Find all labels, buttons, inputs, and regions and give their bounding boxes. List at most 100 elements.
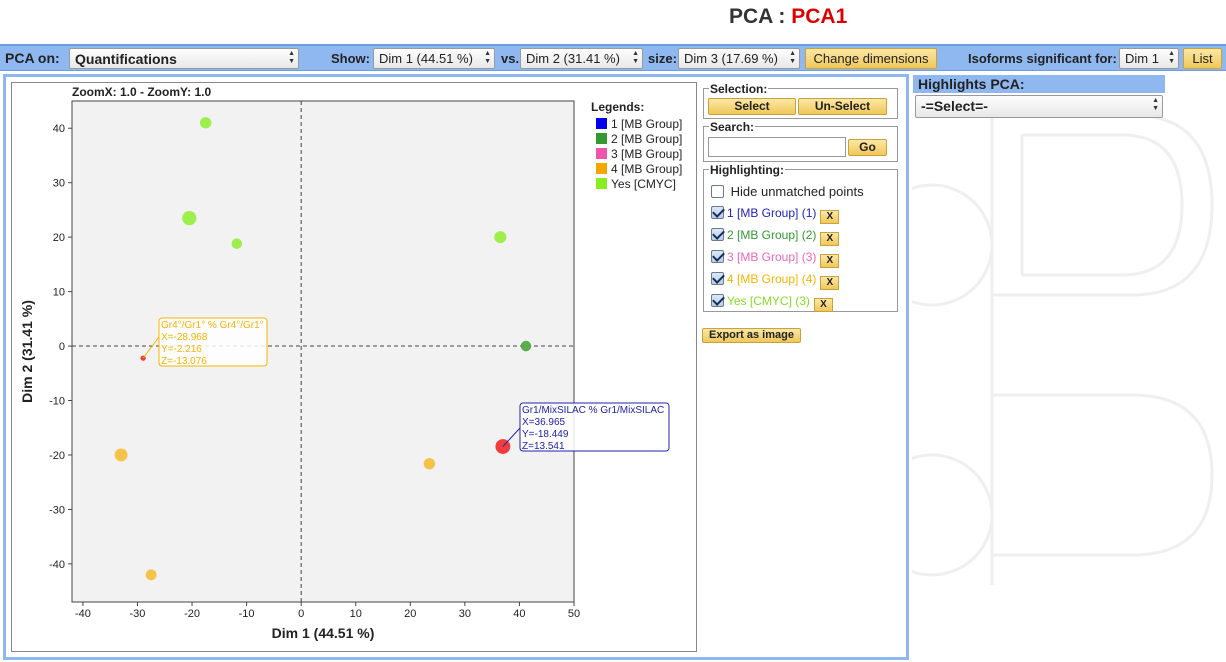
tooltip-leader <box>502 427 521 447</box>
dim-y-value: Dim 2 (31.41 %) <box>526 51 620 66</box>
unselect-button[interactable]: Un-Select <box>798 98 887 115</box>
data-point[interactable] <box>182 210 197 226</box>
selection-label: Selection: <box>709 82 769 96</box>
y-tick-label: -10 <box>49 396 65 408</box>
tooltip-line: Z=13.541 <box>522 441 565 452</box>
list-button[interactable]: List <box>1183 48 1222 69</box>
highlights-select-value: -=Select=- <box>921 98 988 114</box>
x-tick-label: 0 <box>298 608 304 620</box>
highlight-label: 3 [MB Group] (3) <box>727 250 817 264</box>
highlighting-group: Highlighting: <box>703 163 898 312</box>
legend-swatch <box>596 163 607 174</box>
plot-area[interactable] <box>71 100 575 603</box>
watermark-logo <box>912 113 1214 585</box>
remove-highlight-button[interactable]: X <box>820 254 840 268</box>
highlight-checkbox[interactable] <box>711 228 724 241</box>
change-dimensions-button[interactable]: Change dimensions <box>805 48 937 69</box>
page-title-prefix: PCA : <box>729 5 792 28</box>
x-tick-label: 20 <box>404 608 416 620</box>
tooltip-line: Gr4°/Gr1° % Gr4°/Gr1° <box>161 320 264 331</box>
highlight-label: 2 [MB Group] (2) <box>727 228 817 242</box>
highlight-item[interactable]: 4 [MB Group] (4) X <box>711 272 840 290</box>
dim-size-select[interactable]: Dim 3 (17.69 %) ▲ ▼ <box>678 48 800 69</box>
remove-highlight-button[interactable]: X <box>813 298 833 312</box>
legend-item: 2 [MB Group] <box>596 132 682 146</box>
hide-unmatched-label: Hide unmatched points <box>730 184 864 199</box>
data-point[interactable] <box>231 238 243 249</box>
highlight-item[interactable]: 1 [MB Group] (1) X <box>711 206 840 224</box>
isoforms-select[interactable]: Dim 1 ▲ ▼ <box>1119 48 1179 69</box>
data-point[interactable] <box>520 340 532 352</box>
y-tick-label: 40 <box>53 123 65 135</box>
legend-swatch <box>596 178 607 189</box>
pca-on-label: PCA on: <box>5 50 60 66</box>
legend-label: Yes [CMYC] <box>611 177 676 191</box>
highlighting-label: Highlighting: <box>709 163 785 177</box>
highlight-checkbox[interactable] <box>711 206 724 219</box>
search-input[interactable] <box>708 137 846 157</box>
legend-item: Yes [CMYC] <box>596 177 676 191</box>
data-point[interactable] <box>199 117 212 129</box>
pca-on-select[interactable]: Quantifications ▲ ▼ <box>69 48 299 69</box>
remove-highlight-button[interactable]: X <box>820 276 840 290</box>
x-tick-label: 30 <box>459 608 471 620</box>
x-tick-label: -30 <box>130 608 146 620</box>
select-arrows-icon: ▲ ▼ <box>288 50 295 65</box>
page-title: PCA : PCA1 <box>729 5 847 29</box>
y-tick-label: 30 <box>53 178 65 190</box>
select-button[interactable]: Select <box>708 98 796 115</box>
toolbar: PCA on: Quantifications ▲ ▼ Show: Dim 1 (… <box>0 44 1226 71</box>
highlight-checkbox[interactable] <box>711 250 724 263</box>
data-point[interactable] <box>114 448 128 462</box>
legend-swatch <box>596 118 607 129</box>
highlight-item[interactable]: 2 [MB Group] (2) X <box>711 228 840 246</box>
highlight-item[interactable]: 3 [MB Group] (3) X <box>711 250 840 268</box>
highlight-item[interactable]: Yes [CMYC] (3) X <box>711 294 833 312</box>
tooltip-box <box>519 402 670 452</box>
y-tick-label: -40 <box>49 559 65 571</box>
isoforms-label: Isoforms significant for: <box>968 51 1117 66</box>
hide-unmatched-row[interactable]: Hide unmatched points <box>711 184 864 199</box>
y-tick-label: -20 <box>49 450 65 462</box>
data-point[interactable] <box>423 457 436 470</box>
selection-group: Selection: <box>703 82 898 119</box>
hide-unmatched-checkbox[interactable] <box>711 185 724 198</box>
y-axis-label: Dim 2 (31.41 %) <box>19 300 35 403</box>
tooltip-leader <box>142 336 160 359</box>
data-point[interactable] <box>145 569 157 581</box>
legend-item: 4 [MB Group] <box>596 162 682 176</box>
tooltip-line: X=-28.968 <box>161 332 208 343</box>
highlight-checkbox[interactable] <box>711 272 724 285</box>
x-tick-label: 50 <box>568 608 580 620</box>
remove-highlight-button[interactable]: X <box>820 232 840 246</box>
legend-swatch <box>596 148 607 159</box>
select-arrows-icon: ▲ ▼ <box>632 50 639 65</box>
dim-x-value: Dim 1 (44.51 %) <box>379 51 473 66</box>
legend-item: 3 [MB Group] <box>596 147 682 161</box>
select-arrows-icon: ▲ ▼ <box>789 50 796 65</box>
x-tick-label: -20 <box>184 608 200 620</box>
tooltip-box <box>158 317 268 367</box>
highlights-select[interactable]: -=Select=- ▲ ▼ <box>915 95 1163 118</box>
legend-label: 3 [MB Group] <box>611 147 683 161</box>
export-image-button[interactable]: Export as image <box>702 328 801 343</box>
tooltip-line: Y=-18.449 <box>522 429 569 440</box>
data-point[interactable] <box>494 231 507 244</box>
tooltip-line: Y=-2.216 <box>161 344 202 355</box>
y-tick-label: 10 <box>53 287 65 299</box>
dim-y-select[interactable]: Dim 2 (31.41 %) ▲ ▼ <box>520 48 643 69</box>
remove-highlight-button[interactable]: X <box>820 210 840 224</box>
show-label: Show: <box>331 51 370 66</box>
search-group: Search: <box>703 120 898 162</box>
search-label: Search: <box>709 120 756 134</box>
dim-x-select[interactable]: Dim 1 (44.51 %) ▲ ▼ <box>373 48 495 69</box>
select-arrows-icon: ▲ ▼ <box>484 50 491 65</box>
vs-label: vs. <box>501 51 520 66</box>
legend-title: Legends: <box>591 100 645 114</box>
highlight-checkbox[interactable] <box>711 294 724 307</box>
tooltip-line: Z=-13.076 <box>161 356 207 367</box>
highlight-label: 4 [MB Group] (4) <box>727 272 817 286</box>
select-arrows-icon: ▲ ▼ <box>1152 97 1159 112</box>
go-button[interactable]: Go <box>848 139 887 156</box>
